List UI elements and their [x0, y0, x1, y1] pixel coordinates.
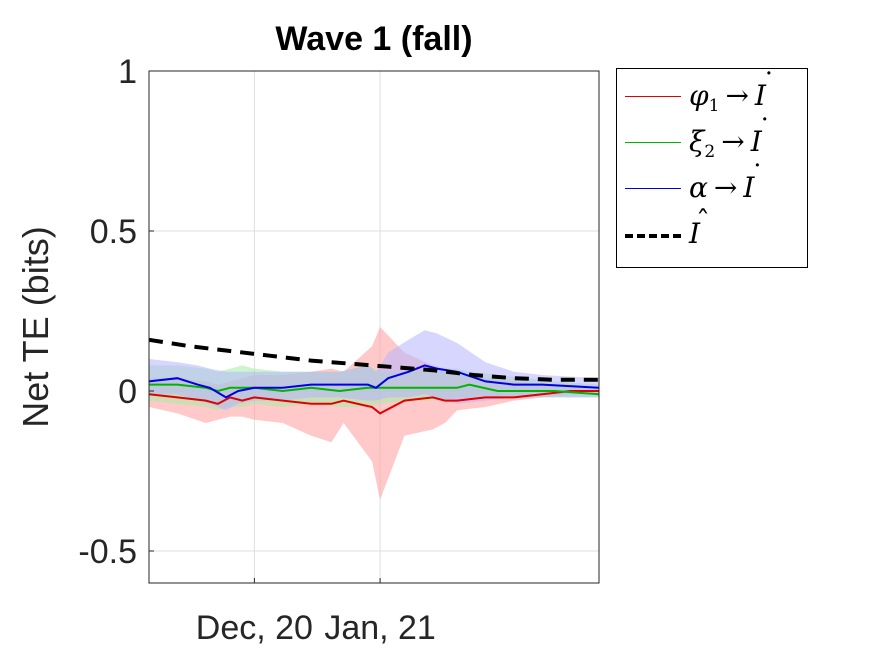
y-tick-label: 1: [118, 53, 137, 91]
legend: φ1→Iξ2→Iα→II: [616, 67, 808, 268]
legend-item-3: I: [617, 205, 807, 257]
x-tick-label: Dec, 20: [196, 609, 313, 647]
series-line-0: [148, 390, 599, 415]
y-tick-label: 0: [118, 373, 137, 411]
series-band-0: [149, 327, 599, 500]
y-tick-label: 0.5: [90, 213, 137, 251]
legend-label: φ1→I: [689, 67, 776, 116]
legend-swatch: [625, 234, 681, 238]
series-band-2: [149, 330, 599, 411]
legend-label: ξ2→I: [689, 113, 772, 162]
chart-title: Wave 1 (fall): [275, 20, 472, 58]
legend-swatch: [625, 188, 681, 189]
legend-swatch: [625, 96, 681, 97]
legend-item-0: φ1→I: [617, 67, 807, 119]
series-lines: [148, 337, 600, 415]
x-axis-ticks: Dec, 20 Jan, 21: [196, 578, 436, 647]
legend-label: I: [689, 205, 710, 250]
series-line-3: [148, 337, 599, 382]
series-line-2: [148, 364, 600, 399]
plot-area: [149, 71, 599, 583]
series-line-1: [149, 383, 600, 396]
legend-item-1: ξ2→I: [617, 113, 807, 165]
y-axis-label: Net TE (bits): [15, 226, 56, 427]
plot-frame: [148, 70, 600, 584]
legend-swatch: [625, 142, 681, 143]
x-tick-label: Jan, 21: [324, 609, 436, 647]
legend-label: α→I: [689, 159, 765, 204]
y-axis-ticks: -0.5 0 0.5 1: [78, 53, 154, 571]
legend-item-2: α→I: [617, 159, 807, 211]
y-tick-label: -0.5: [78, 533, 137, 571]
